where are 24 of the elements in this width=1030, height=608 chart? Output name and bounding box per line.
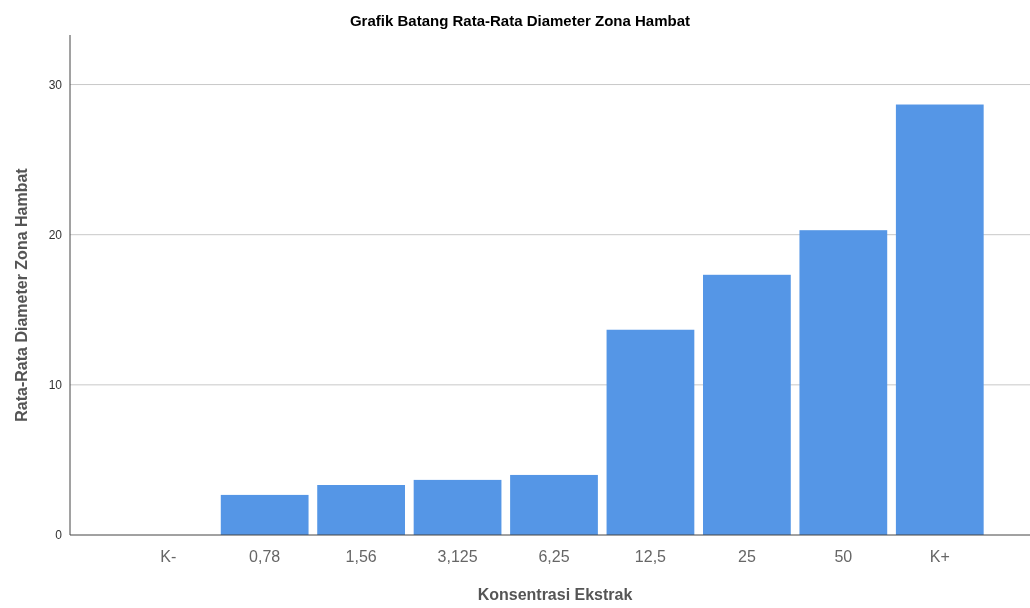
x-tick-label: K- — [160, 548, 177, 565]
x-tick-label: 25 — [737, 548, 756, 565]
y-tick-label: 10 — [48, 377, 63, 392]
y-tick-label: 20 — [48, 227, 63, 242]
x-tick-label: 1,56 — [345, 548, 377, 565]
bar — [510, 474, 598, 535]
bar — [220, 494, 309, 535]
bar — [799, 230, 888, 535]
x-tick-label: K+ — [929, 548, 950, 565]
bar — [413, 479, 502, 535]
y-tick-label: 30 — [48, 77, 63, 92]
y-axis-title: Rata-Rata Diameter Zona Hambat — [13, 167, 30, 422]
x-tick-label: 50 — [834, 548, 853, 565]
bar — [606, 329, 695, 535]
bar — [895, 104, 984, 535]
x-axis-title: Konsentrasi Ekstrak — [477, 586, 633, 603]
x-tick-label: 3,125 — [437, 548, 478, 565]
bar — [317, 485, 405, 535]
bar — [703, 274, 791, 535]
y-tick-label: 0 — [55, 528, 63, 542]
x-tick-label: 12,5 — [634, 548, 667, 565]
chart-title: Grafik Batang Rata-Rata Diameter Zona Hambat — [349, 12, 691, 29]
x-tick-label: 0,78 — [249, 548, 281, 565]
x-tick-label: 6,25 — [538, 548, 570, 565]
